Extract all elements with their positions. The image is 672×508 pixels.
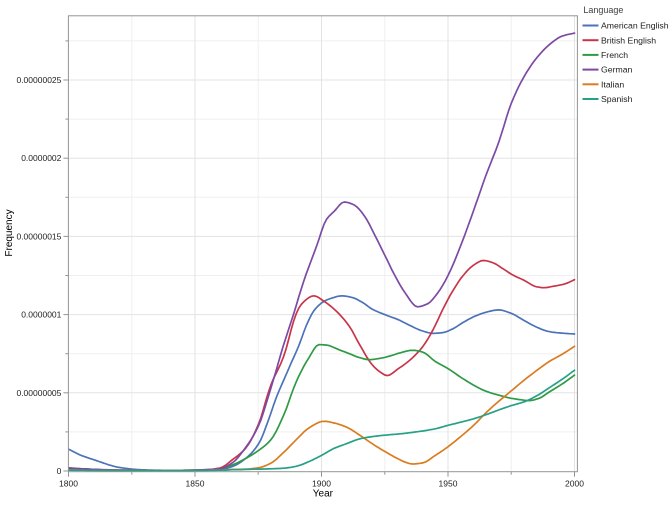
svg-text:0.00000025: 0.00000025 — [16, 75, 61, 85]
svg-text:0.00000015: 0.00000015 — [16, 231, 61, 241]
svg-text:American English: American English — [601, 21, 669, 31]
svg-text:0.0000002: 0.0000002 — [21, 153, 61, 163]
svg-text:French: French — [601, 50, 628, 60]
svg-text:British English: British English — [601, 35, 656, 45]
svg-text:Italian: Italian — [601, 79, 624, 89]
svg-text:German: German — [601, 65, 633, 75]
svg-text:Year: Year — [313, 488, 334, 499]
svg-text:1900: 1900 — [312, 479, 331, 489]
svg-text:2000: 2000 — [565, 479, 584, 489]
svg-text:1950: 1950 — [439, 479, 458, 489]
svg-text:1800: 1800 — [59, 479, 78, 489]
svg-text:0.0000001: 0.0000001 — [21, 310, 61, 320]
svg-text:1850: 1850 — [186, 479, 205, 489]
svg-text:0.00000005: 0.00000005 — [16, 388, 61, 398]
svg-text:0: 0 — [57, 466, 62, 476]
svg-text:Language: Language — [583, 5, 623, 15]
svg-text:Spanish: Spanish — [601, 94, 633, 104]
svg-text:Frequency: Frequency — [4, 209, 15, 256]
